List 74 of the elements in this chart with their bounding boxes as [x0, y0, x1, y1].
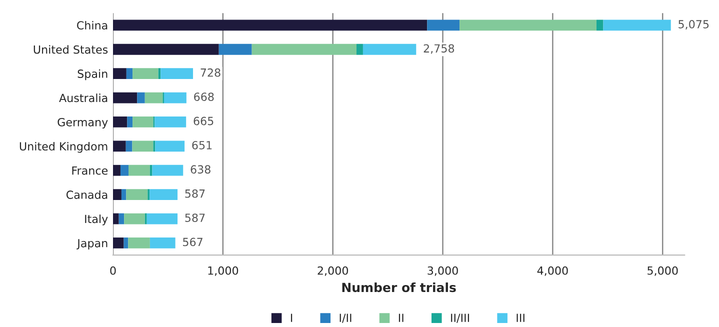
bar [252, 44, 356, 55]
bar [150, 189, 178, 200]
bar [132, 68, 158, 80]
bar [160, 68, 194, 80]
bar [603, 20, 671, 31]
bar [155, 140, 185, 152]
bar [128, 238, 150, 248]
legend-label: I/II [340, 314, 352, 323]
bar [128, 164, 150, 176]
bar [460, 20, 596, 31]
x-tick-label: 5,000 [648, 266, 678, 276]
bar [154, 116, 186, 128]
bar [127, 116, 133, 128]
bar [126, 189, 148, 200]
bar [596, 20, 604, 31]
bar [113, 213, 119, 224]
bar [126, 68, 133, 80]
total-label: 728 [200, 68, 220, 77]
bar [118, 213, 124, 224]
bar [113, 140, 126, 152]
bar [113, 68, 126, 80]
y-tick-label: United Kingdom [20, 142, 108, 153]
bar [144, 92, 163, 104]
x-tick-label: 1,000 [208, 266, 238, 276]
y-tick-label: Spain [78, 69, 108, 80]
legend-label: III [516, 314, 524, 322]
bar [146, 213, 178, 224]
bar [150, 238, 176, 248]
bar [113, 238, 124, 248]
total-label: 638 [190, 165, 210, 174]
bar [132, 116, 154, 128]
x-tick-label: 0 [110, 266, 116, 275]
bar [126, 140, 132, 152]
total-label: 2,758 [424, 44, 454, 54]
total-label: 651 [192, 140, 212, 150]
total-label: 587 [185, 214, 205, 222]
y-tick-label: Japan [76, 239, 108, 250]
bar [137, 92, 145, 104]
total-label: 587 [185, 189, 205, 198]
total-label: 665 [194, 116, 214, 126]
y-tick-label: Canada [66, 190, 108, 199]
x-tick-label: 3,000 [428, 266, 458, 276]
bar [362, 44, 416, 55]
bar [113, 20, 428, 31]
bar [356, 44, 363, 55]
legend-label: I [290, 314, 292, 322]
bar [121, 189, 126, 200]
bar [164, 92, 186, 104]
bar [113, 44, 219, 55]
y-tick-label: China [77, 20, 108, 30]
total-label: 5,075 [678, 20, 709, 30]
bar [152, 164, 184, 176]
bar [218, 44, 252, 55]
bar [113, 164, 120, 176]
y-tick-label: Italy [85, 214, 108, 226]
bar [427, 20, 460, 31]
x-tick-label: 4,000 [537, 266, 568, 276]
x-axis-title: Number of trials [342, 282, 456, 292]
x-tick-label: 2,000 [318, 266, 348, 276]
bar [113, 116, 128, 128]
legend-label: II [398, 314, 404, 322]
total-label: 567 [183, 238, 202, 246]
y-tick-label: United States [34, 45, 108, 54]
y-tick-label: Germany [58, 118, 108, 129]
bar [113, 92, 138, 104]
bar [113, 189, 122, 200]
total-label: 668 [194, 92, 214, 101]
y-tick-label: France [72, 166, 108, 175]
legend-label: II/III [451, 314, 470, 323]
bar [124, 238, 128, 248]
bar [120, 164, 128, 176]
bar [124, 213, 145, 224]
y-tick-label: Australia [59, 94, 108, 102]
bar [132, 140, 154, 152]
